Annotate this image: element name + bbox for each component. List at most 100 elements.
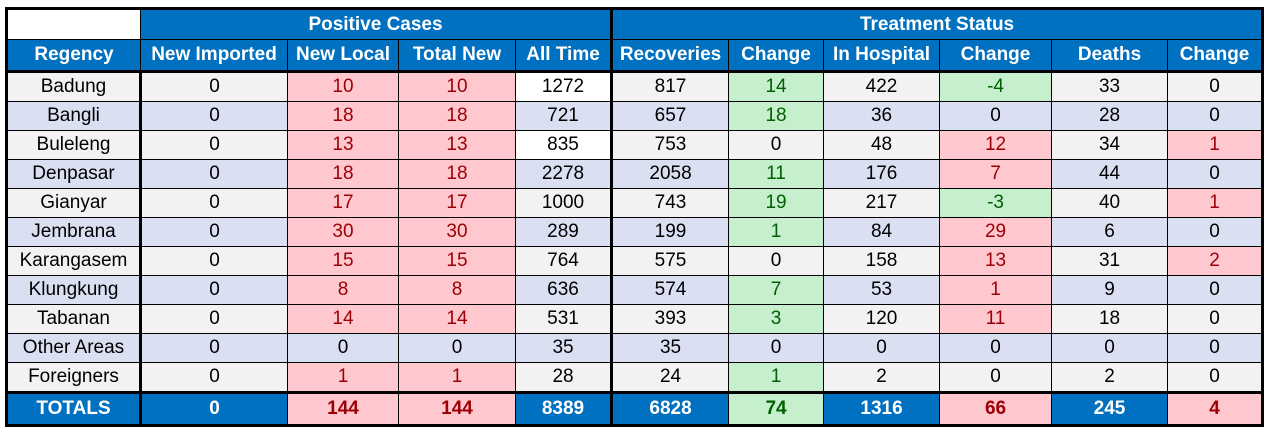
cell-deaths[interactable]: 28 [1051, 101, 1169, 131]
cell-in-hospital[interactable]: 48 [823, 130, 941, 160]
cell-new-imported[interactable]: 0 [140, 217, 288, 247]
cell-recoveries-change[interactable]: 19 [728, 188, 825, 218]
column-header-total-new[interactable]: Total New [398, 39, 516, 73]
cell-new-local[interactable]: 0 [287, 333, 399, 363]
column-header-hospital-change[interactable]: Change [939, 39, 1053, 73]
cell-all-time[interactable]: 28 [514, 362, 614, 393]
cell-all-time[interactable]: 531 [514, 304, 614, 334]
cell-recoveries[interactable]: 24 [611, 362, 730, 393]
cell-recoveries[interactable]: 817 [611, 71, 730, 102]
cell-total-new[interactable]: 15 [398, 246, 516, 276]
cell-deaths[interactable]: 245 [1051, 391, 1169, 426]
cell-new-local[interactable]: 13 [287, 130, 399, 160]
group-header-positive-cases[interactable]: Positive Cases [139, 8, 614, 40]
cell-deaths[interactable]: 33 [1051, 71, 1169, 102]
cell-recoveries[interactable]: 2058 [611, 159, 730, 189]
cell-deaths[interactable]: 44 [1051, 159, 1169, 189]
cell-hospital-change[interactable]: 11 [939, 304, 1053, 334]
cell-new-imported[interactable]: 0 [140, 275, 288, 305]
cell-deaths-change[interactable]: 0 [1167, 333, 1264, 363]
cell-deaths[interactable]: 18 [1051, 304, 1169, 334]
cell-recoveries-change[interactable]: 1 [728, 217, 825, 247]
cell-all-time[interactable]: 721 [514, 101, 614, 131]
cell-new-imported[interactable]: 0 [140, 130, 288, 160]
column-header-regency[interactable]: Regency [6, 39, 141, 73]
cell-hospital-change[interactable]: 0 [939, 101, 1053, 131]
cell-regency[interactable]: Badung [6, 71, 142, 102]
cell-all-time[interactable]: 1272 [514, 71, 614, 102]
cell-total-new[interactable]: 0 [398, 333, 516, 363]
cell-deaths[interactable]: 0 [1051, 333, 1169, 363]
cell-new-imported[interactable]: 0 [140, 159, 288, 189]
cell-total-new[interactable]: 30 [398, 217, 516, 247]
group-header-treatment-status[interactable]: Treatment Status [611, 8, 1264, 40]
cell-all-time[interactable]: 35 [514, 333, 614, 363]
cell-deaths-change[interactable]: 0 [1167, 304, 1264, 334]
cell-new-local[interactable]: 17 [287, 188, 399, 218]
cell-new-imported[interactable]: 0 [140, 362, 288, 393]
cell-regency[interactable]: Foreigners [6, 362, 142, 393]
cell-all-time[interactable]: 2278 [514, 159, 614, 189]
cell-new-local[interactable]: 14 [287, 304, 399, 334]
cell-deaths[interactable]: 2 [1051, 362, 1169, 393]
cell-new-imported[interactable]: 0 [140, 246, 288, 276]
cell-new-local[interactable]: 30 [287, 217, 399, 247]
cell-recoveries-change[interactable]: 0 [728, 130, 825, 160]
cell-all-time[interactable]: 8389 [514, 391, 614, 426]
cell-all-time[interactable]: 289 [514, 217, 614, 247]
cell-total-new[interactable]: 18 [398, 101, 516, 131]
cell-recoveries-change[interactable]: 14 [728, 71, 825, 102]
cell-recoveries[interactable]: 753 [611, 130, 730, 160]
cell-deaths-change[interactable]: 2 [1167, 246, 1264, 276]
cell-new-local[interactable]: 10 [287, 71, 399, 102]
cell-recoveries-change[interactable]: 1 [728, 362, 825, 393]
cell-new-local[interactable]: 18 [287, 159, 399, 189]
cell-recoveries[interactable]: 743 [611, 188, 730, 218]
cell-hospital-change[interactable]: 66 [939, 391, 1053, 426]
cell-total-new[interactable]: 8 [398, 275, 516, 305]
cell-new-imported[interactable]: 0 [140, 71, 288, 102]
cell-regency[interactable]: Denpasar [6, 159, 142, 189]
cell-new-imported[interactable]: 0 [140, 188, 288, 218]
cell-deaths-change[interactable]: 0 [1167, 101, 1264, 131]
column-header-in-hospital[interactable]: In Hospital [823, 39, 941, 73]
cell-recoveries[interactable]: 199 [611, 217, 730, 247]
column-header-recoveries[interactable]: Recoveries [611, 39, 730, 73]
cell-hospital-change[interactable]: -3 [939, 188, 1053, 218]
cell-recoveries[interactable]: 35 [611, 333, 730, 363]
cell-recoveries-change[interactable]: 3 [728, 304, 825, 334]
cell-in-hospital[interactable]: 0 [823, 333, 941, 363]
cell-deaths-change[interactable]: 1 [1167, 130, 1264, 160]
cell-recoveries[interactable]: 575 [611, 246, 730, 276]
cell-deaths-change[interactable]: 0 [1167, 217, 1264, 247]
cell-hospital-change[interactable]: 12 [939, 130, 1053, 160]
cell-recoveries-change[interactable]: 18 [728, 101, 825, 131]
cell-regency[interactable]: Gianyar [6, 188, 142, 218]
cell-total-new[interactable]: 144 [398, 391, 516, 426]
cell-deaths-change[interactable]: 0 [1167, 275, 1264, 305]
cell-hospital-change[interactable]: 0 [939, 333, 1053, 363]
cell-regency[interactable]: TOTALS [6, 391, 142, 426]
cell-regency[interactable]: Buleleng [6, 130, 142, 160]
cell-deaths-change[interactable]: 4 [1167, 391, 1264, 426]
cell-all-time[interactable]: 835 [514, 130, 614, 160]
cell-recoveries[interactable]: 6828 [611, 391, 730, 426]
cell-new-local[interactable]: 1 [287, 362, 399, 393]
cell-in-hospital[interactable]: 36 [823, 101, 941, 131]
cell-regency[interactable]: Other Areas [6, 333, 142, 363]
cell-regency[interactable]: Tabanan [6, 304, 142, 334]
cell-regency[interactable]: Klungkung [6, 275, 142, 305]
cell-recoveries[interactable]: 574 [611, 275, 730, 305]
cell-all-time[interactable]: 764 [514, 246, 614, 276]
cell-deaths[interactable]: 31 [1051, 246, 1169, 276]
column-header-recoveries-change[interactable]: Change [728, 39, 825, 73]
cell-new-local[interactable]: 8 [287, 275, 399, 305]
cell-total-new[interactable]: 18 [398, 159, 516, 189]
cell-recoveries[interactable]: 393 [611, 304, 730, 334]
cell-new-local[interactable]: 15 [287, 246, 399, 276]
cell-hospital-change[interactable]: 7 [939, 159, 1053, 189]
cell-total-new[interactable]: 17 [398, 188, 516, 218]
cell-deaths[interactable]: 40 [1051, 188, 1169, 218]
cell-hospital-change[interactable]: 13 [939, 246, 1053, 276]
cell-deaths-change[interactable]: 0 [1167, 71, 1264, 102]
